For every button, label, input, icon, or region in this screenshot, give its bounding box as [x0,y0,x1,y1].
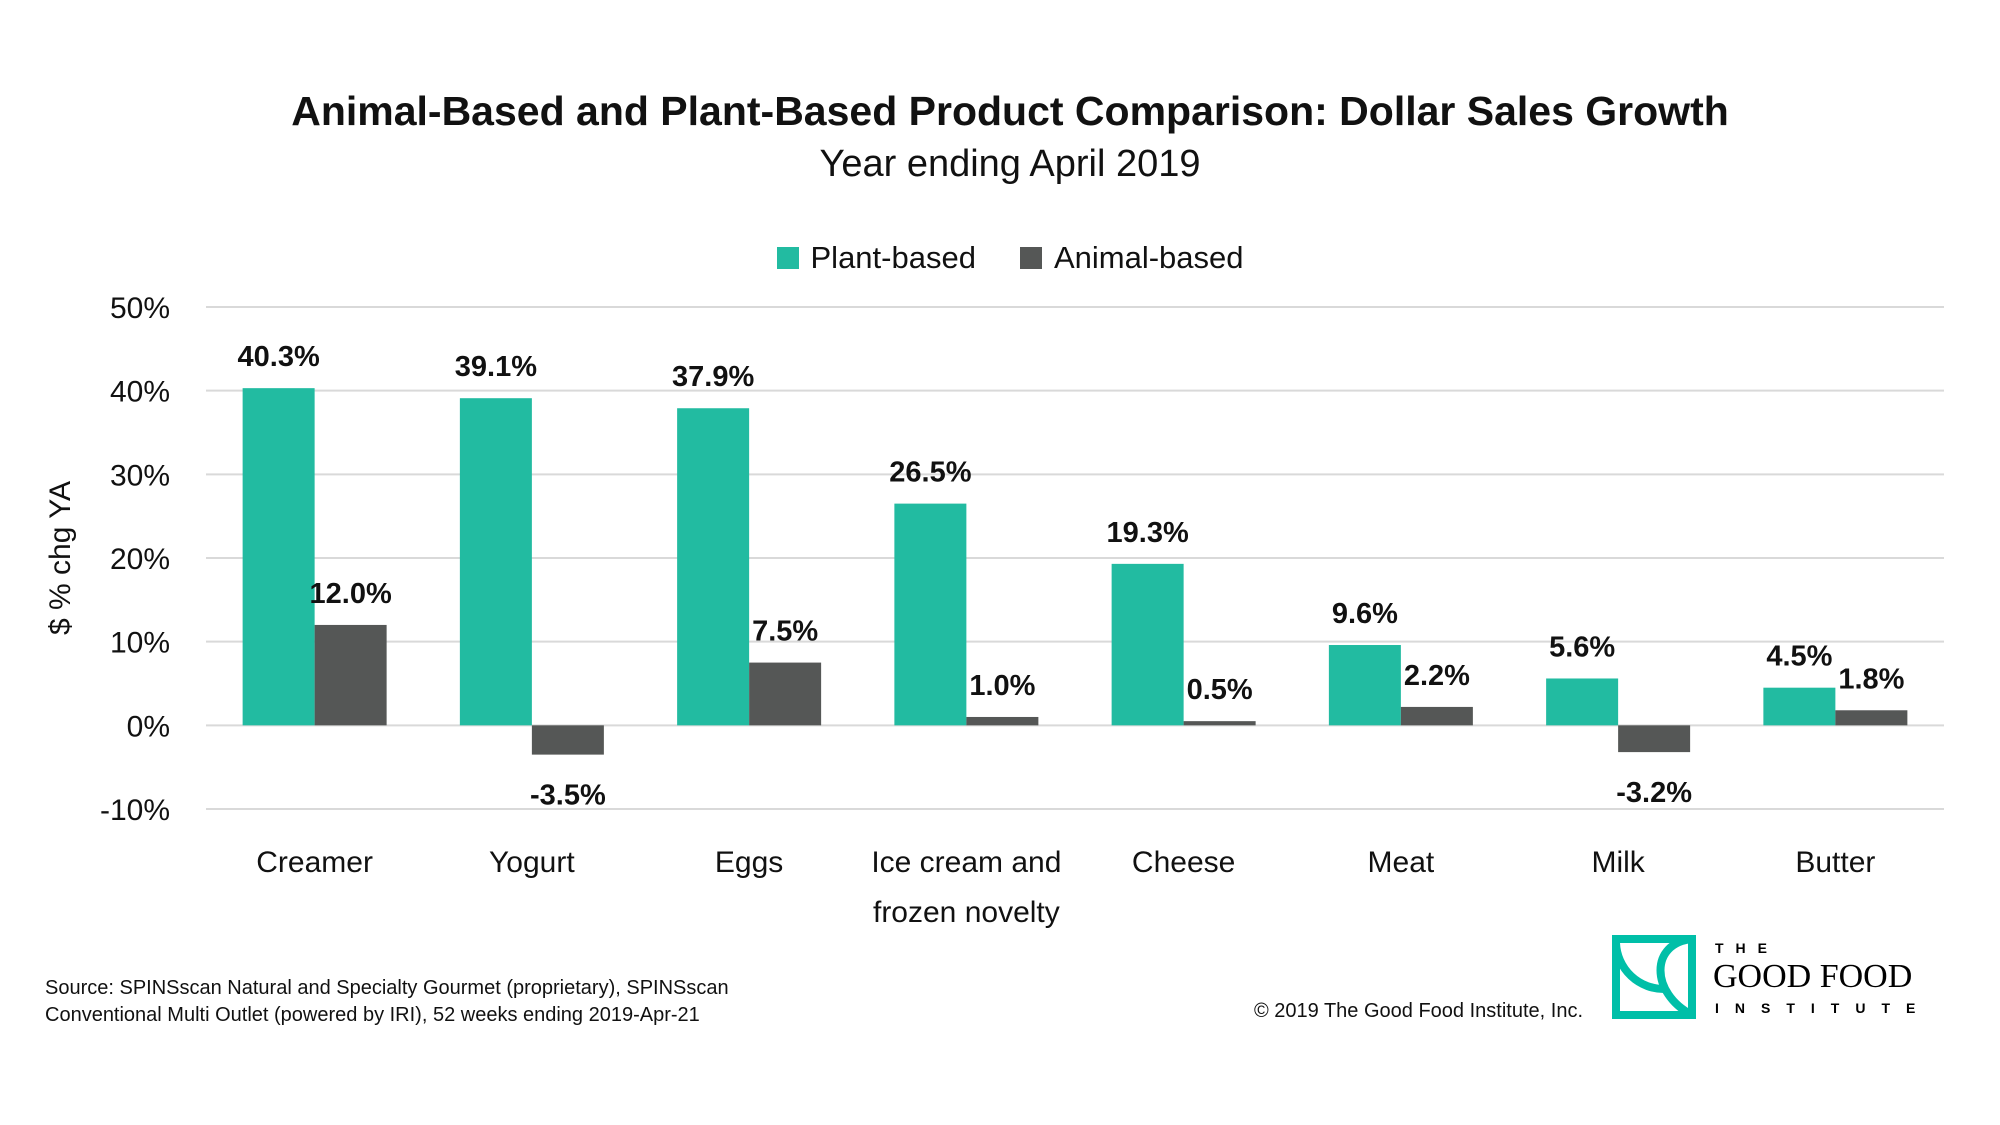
bar-plant [1763,687,1836,726]
y-tick-label: -10% [100,794,170,827]
source-line-1: Source: SPINSscan Natural and Specialty … [45,977,729,999]
source-note: Source: SPINSscan Natural and Specialty … [45,975,729,1029]
legend-label-plant: Plant-based [810,240,976,275]
data-label: 1.0% [969,670,1035,702]
y-tick-label: 30% [110,459,170,492]
bar-plant [894,503,967,726]
data-label: -3.2% [1616,777,1692,809]
bar-animal [749,662,822,726]
bar-plant [1111,563,1184,726]
bar-animal [314,624,387,726]
data-label: 5.6% [1549,631,1615,663]
x-tick-label: Meat [1368,846,1435,879]
data-label: 4.5% [1766,641,1832,673]
copyright: © 2019 The Good Food Institute, Inc. [1253,1000,1583,1022]
legend: Plant-based Animal-based [0,240,2000,276]
bar-animal [1400,706,1473,726]
legend-item-plant: Plant-based [776,240,976,276]
legend-label-animal: Animal-based [1053,240,1244,275]
x-tick-label: frozen novelty [873,896,1060,929]
data-label: 26.5% [889,457,971,489]
y-tick-label: 0% [127,710,170,743]
logo-text-top: THE [1715,940,1779,956]
data-label: 2.2% [1404,660,1470,692]
chart-subtitle: Year ending April 2019 [819,143,1201,185]
x-tick-label: Milk [1591,846,1645,879]
logo-text-bottom: INSTITUTE [1715,1000,1931,1016]
data-label: 19.3% [1107,517,1189,549]
y-tick-label: 20% [110,543,170,576]
legend-item-animal: Animal-based [1019,240,1244,276]
y-axis-label: $ % chg YA [44,481,77,635]
x-tick-label: Cheese [1132,846,1235,879]
bar-animal [1618,725,1691,753]
bar-animal [966,716,1039,726]
data-label: 39.1% [455,351,537,383]
data-label: 12.0% [310,578,392,610]
leaf-logo-icon [1612,935,1696,1019]
x-tick-label: Creamer [256,846,373,879]
data-label: 7.5% [752,616,818,648]
y-tick-label: 50% [110,292,170,325]
bar-animal [531,725,604,755]
bar-animal [1835,710,1908,726]
bar-plant [1546,678,1619,726]
bar-plant [242,388,315,726]
legend-swatch-plant [776,247,799,269]
x-tick-label: Yogurt [489,846,575,879]
data-label: 1.8% [1838,663,1904,695]
y-tick-label: 10% [110,627,170,660]
bar-plant [459,398,532,726]
bar-animal [1183,721,1256,726]
legend-swatch-animal [1019,247,1042,269]
x-tick-label: Butter [1795,846,1875,879]
bar-plant [677,408,750,726]
x-tick-label: Ice cream and [871,846,1061,879]
data-label: 40.3% [238,341,320,373]
source-line-2: Conventional Multi Outlet (powered by IR… [45,1004,700,1026]
gfi-logo: THE GOOD FOOD INSTITUTE [1612,935,1931,1019]
chart-title: Animal-Based and Plant-Based Product Com… [291,88,1729,134]
logo-text-main: GOOD FOOD [1713,958,1912,995]
bar-plant [1328,645,1401,726]
data-label: 0.5% [1187,674,1253,706]
y-tick-label: 40% [110,376,170,409]
bar-chart: -10% 0% 10% 20% 30% 40% 50% $ % chg YA Creamer 40… [44,292,1944,929]
data-label: 9.6% [1332,598,1398,630]
data-label: -3.5% [530,780,606,812]
x-tick-label: Eggs [715,846,783,879]
data-label: 37.9% [672,361,754,393]
